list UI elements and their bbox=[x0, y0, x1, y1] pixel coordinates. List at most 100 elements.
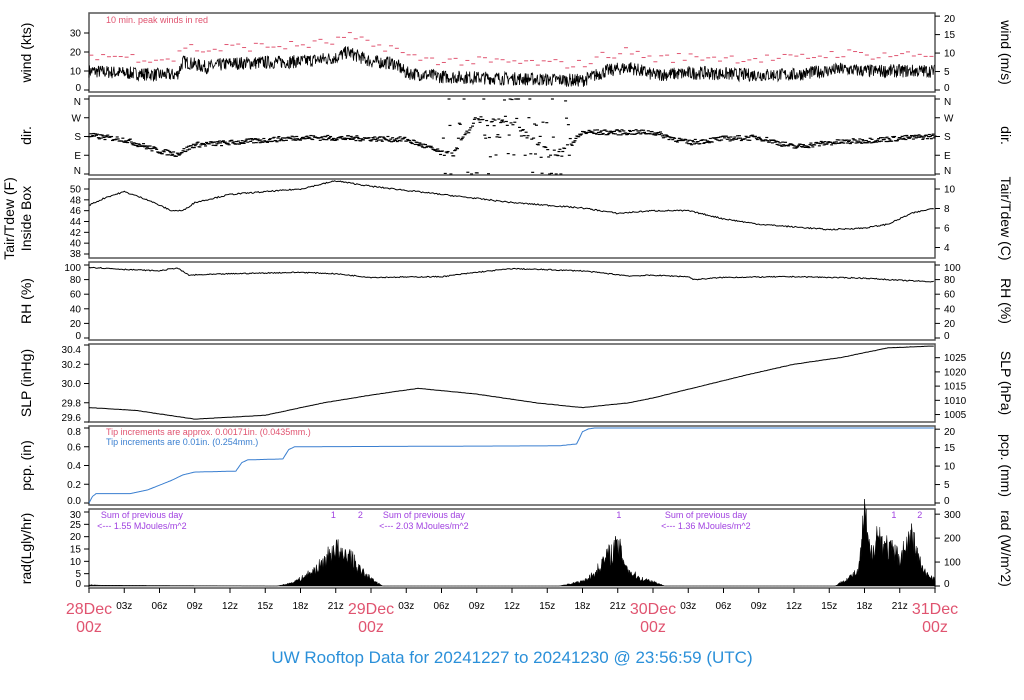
y-tick-label-right: 15 bbox=[944, 30, 956, 41]
y-tick-label-right: 0 bbox=[944, 496, 950, 507]
radiation-marker: 2 bbox=[917, 510, 922, 520]
y-axis-label-line: Tair/Tdew (F) bbox=[1, 177, 17, 259]
y-tick-label: 30 bbox=[70, 29, 82, 40]
panel-wind: 0 10 20 30 0 5 10 15 20 wind (kts) wind (m/s) 10 mi… bbox=[18, 12, 1014, 94]
y-axis-label-line: pcp. (in) bbox=[18, 440, 34, 491]
peak-wind-annotation: 10 min. peak winds in red bbox=[106, 15, 208, 25]
y-tick-label-right: 5 bbox=[944, 480, 950, 491]
y-axis-label-line: Inside Box bbox=[18, 186, 34, 251]
y-axis-label: Tair/Tdew (F)Inside Box bbox=[1, 177, 34, 259]
y-axis-label-right: dir. bbox=[998, 126, 1014, 145]
y-axis-label-line: SLP (inHg) bbox=[18, 349, 34, 417]
y-tick-label-right: 1005 bbox=[944, 410, 967, 421]
y-axis-label-right: Tair/Tdew (C) bbox=[998, 176, 1014, 260]
y-tick-label-right: 100 bbox=[944, 263, 961, 274]
y-axis-label-right: SLP (hPa) bbox=[998, 351, 1014, 415]
y-axis-label-right: pcp. (mm) bbox=[998, 434, 1014, 497]
x-tick-label: 06z bbox=[433, 601, 449, 612]
y-tick-label: 29.8 bbox=[62, 398, 82, 409]
y-tick-label-right: 10 bbox=[944, 462, 956, 473]
y-tick-label: 48 bbox=[70, 195, 82, 206]
y-axis-label-line: wind (kts) bbox=[18, 23, 34, 84]
y-tick-label: 50 bbox=[70, 185, 82, 196]
y-tick-label-right: 20 bbox=[944, 319, 956, 330]
y-tick-label: 100 bbox=[64, 263, 81, 274]
y-axis-label: SLP (inHg) bbox=[18, 349, 34, 417]
radiation-sum-value: <--- 1.36 MJoules/m^2 bbox=[661, 521, 751, 531]
panel-frame bbox=[88, 95, 936, 176]
y-axis-label-line: dir. bbox=[18, 126, 34, 145]
radiation-sum-value: <--- 2.03 MJoules/m^2 bbox=[379, 521, 469, 531]
y-tick-label: 46 bbox=[70, 206, 82, 217]
x-tick-label: 15z bbox=[539, 601, 555, 612]
y-tick-label: 15 bbox=[70, 545, 82, 556]
day-label: 30Dec bbox=[630, 601, 676, 618]
x-tick-label: 21z bbox=[328, 601, 344, 612]
y-tick-label-right: 80 bbox=[944, 275, 956, 286]
y-tick-label-right: 20 bbox=[944, 14, 956, 25]
x-tick-label: 15z bbox=[257, 601, 273, 612]
y-tick-label: 44 bbox=[70, 217, 82, 228]
y-tick-label: 30 bbox=[70, 510, 82, 521]
panel-frame bbox=[88, 343, 936, 423]
chart-title: UW Rooftop Data for 20241227 to 20241230… bbox=[271, 648, 753, 667]
y-tick-label-right: N bbox=[944, 97, 951, 108]
day-label: 29Dec bbox=[348, 601, 394, 618]
y-tick-label-right: 10 bbox=[944, 185, 956, 196]
y-tick-label-right: 5 bbox=[944, 67, 950, 78]
panel-frame bbox=[88, 178, 936, 259]
y-tick-label-right: 20 bbox=[944, 427, 956, 438]
panel-frame bbox=[88, 261, 936, 341]
y-tick-label: 30.4 bbox=[62, 345, 82, 356]
x-tick-label: 03z bbox=[398, 601, 414, 612]
x-tick-label: 18z bbox=[856, 601, 872, 612]
day-label: 28Dec bbox=[66, 601, 112, 618]
y-tick-label: 20 bbox=[70, 319, 82, 330]
y-tick-label: N bbox=[74, 97, 81, 108]
y-axis-label-right: RH (%) bbox=[998, 278, 1014, 324]
x-tick-label: 21z bbox=[892, 601, 908, 612]
panel-slp: 29.6 29.8 30.0 30.2 30.4 1005 1010 1015 1020 1025… bbox=[18, 343, 1014, 424]
y-axis-label: pcp. (in) bbox=[18, 440, 34, 491]
x-tick-label: 06z bbox=[715, 601, 731, 612]
y-tick-label-right: W bbox=[944, 113, 954, 124]
y-tick-label: 38 bbox=[70, 249, 82, 260]
day-sub-label: 00z bbox=[76, 619, 102, 636]
pcp-line bbox=[88, 427, 934, 504]
y-tick-label-right: 0 bbox=[944, 83, 950, 94]
y-tick-label: 0.6 bbox=[67, 442, 81, 453]
radiation-sum-label: Sum of previous day bbox=[101, 510, 184, 520]
y-tick-label-right: 8 bbox=[944, 204, 950, 215]
y-tick-label: 30.2 bbox=[62, 360, 82, 371]
y-tick-label: 20 bbox=[70, 48, 82, 59]
y-tick-label: 40 bbox=[70, 239, 82, 250]
y-tick-label-right: 300 bbox=[944, 510, 961, 521]
x-tick-label: 09z bbox=[469, 601, 485, 612]
y-tick-label: 20 bbox=[70, 532, 82, 543]
rh-line bbox=[88, 266, 934, 283]
y-tick-label: 29.6 bbox=[62, 413, 82, 424]
radiation-area bbox=[88, 498, 936, 587]
y-axis-label: rad(Lgly/hr) bbox=[18, 513, 34, 585]
y-axis-label: RH (%) bbox=[18, 278, 34, 324]
y-tick-label-right: 1015 bbox=[944, 382, 967, 393]
y-tick-label: W bbox=[72, 113, 82, 124]
x-tick-label: 12z bbox=[504, 601, 520, 612]
x-tick-label: 09z bbox=[751, 601, 767, 612]
tip-increment-note-1: Tip increments are approx. 0.00171in. (0… bbox=[106, 427, 311, 437]
x-tick-label: 18z bbox=[292, 601, 308, 612]
y-tick-label: 0.2 bbox=[67, 480, 81, 491]
y-tick-label: 0.0 bbox=[67, 496, 81, 507]
x-tick-label: 03z bbox=[680, 601, 696, 612]
x-tick-label: 12z bbox=[786, 601, 802, 612]
y-tick-label: 0 bbox=[75, 83, 81, 94]
y-axis-label-line: rad(Lgly/hr) bbox=[18, 513, 34, 585]
y-tick-label: 80 bbox=[70, 275, 82, 286]
y-tick-label-right: 1010 bbox=[944, 396, 967, 407]
radiation-marker: 1 bbox=[616, 510, 621, 520]
slp-line bbox=[89, 345, 934, 420]
